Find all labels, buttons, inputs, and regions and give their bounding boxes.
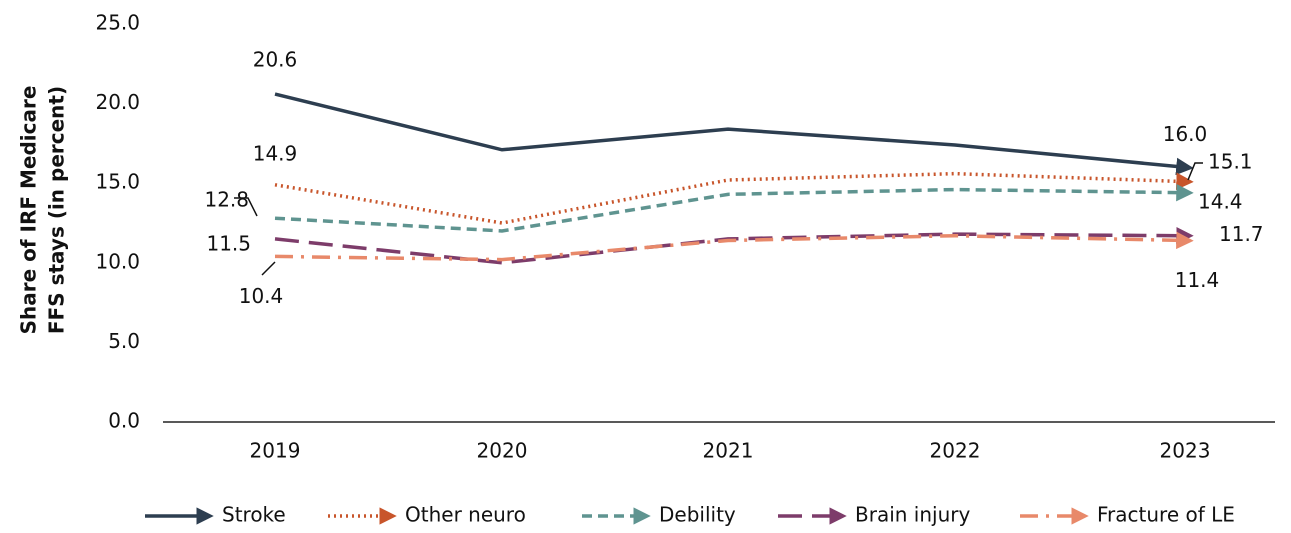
legend-label: Brain injury <box>855 503 970 527</box>
y-tick-label: 10.0 <box>95 249 140 273</box>
series-line <box>274 183 1194 233</box>
leader-line <box>1187 162 1203 181</box>
series-line <box>274 92 1194 176</box>
data-label: 14.9 <box>253 141 298 165</box>
x-tick-label: 2023 <box>1160 439 1211 463</box>
x-tick-label: 2021 <box>703 439 754 463</box>
series-line <box>274 171 1194 225</box>
y-tick-label: 25.0 <box>95 11 140 35</box>
y-axis-label: Share of IRF Medicare <box>17 86 41 335</box>
data-label: 20.6 <box>253 48 298 72</box>
x-tick-label: 2019 <box>250 439 301 463</box>
leader-line <box>261 261 276 276</box>
data-label: 15.1 <box>1208 150 1253 174</box>
y-tick-label: 0.0 <box>108 409 140 433</box>
legend-label: Stroke <box>222 503 286 527</box>
data-label: 14.4 <box>1198 190 1243 214</box>
data-label: 11.7 <box>1219 222 1264 246</box>
y-tick-label: 15.0 <box>95 170 140 194</box>
legend-label: Debility <box>659 503 736 527</box>
leader-line <box>234 197 258 217</box>
series-line <box>274 226 1194 265</box>
legend-label: Fracture of LE <box>1097 503 1235 527</box>
data-label: 10.4 <box>239 284 284 308</box>
x-tick-label: 2020 <box>477 439 528 463</box>
y-axis-label: FFS stays (in percent) <box>45 86 69 334</box>
y-tick-label: 5.0 <box>108 329 140 353</box>
legend-label: Other neuro <box>405 503 526 527</box>
data-label: 16.0 <box>1163 122 1208 146</box>
data-label: 12.8 <box>204 188 249 212</box>
data-label: 11.5 <box>206 231 251 255</box>
x-tick-label: 2022 <box>930 439 981 463</box>
y-tick-label: 20.0 <box>95 90 140 114</box>
series-line <box>274 231 1194 262</box>
data-label: 11.4 <box>1175 268 1220 292</box>
